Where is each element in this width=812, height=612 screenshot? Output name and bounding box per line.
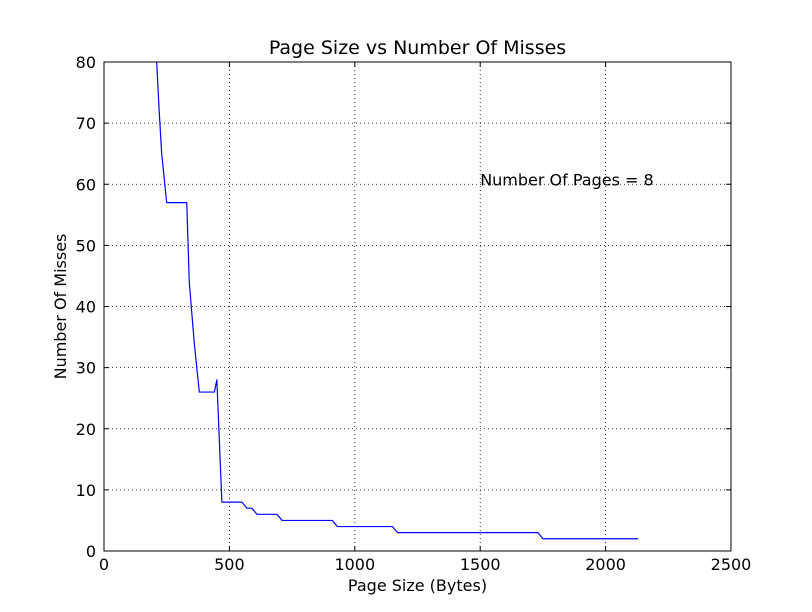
y-tick-label: 30 (76, 359, 96, 378)
series-line (156, 61, 639, 540)
ticks (103, 61, 732, 552)
y-tick-label: 50 (76, 236, 96, 255)
y-tick-label: 20 (76, 420, 96, 439)
y-tick-label: 60 (76, 175, 96, 194)
x-tick-label: 2000 (585, 555, 626, 574)
x-tick-label: 1000 (334, 555, 375, 574)
y-tick-label: 40 (76, 298, 96, 317)
chart-title: Page Size vs Number Of Misses (269, 37, 566, 59)
x-tick-label: 0 (99, 555, 109, 574)
y-tick-label: 70 (76, 114, 96, 133)
x-tick-label: 500 (214, 555, 245, 574)
annotation-text: Number Of Pages = 8 (480, 170, 654, 189)
y-tick-label: 80 (76, 53, 96, 72)
tick-labels: 0 500 1000 1500 2000 2500 0 10 20 30 40 50 60 70 80 (76, 53, 752, 574)
y-tick-label: 0 (86, 542, 96, 561)
x-tick-label: 1500 (460, 555, 501, 574)
y-axis-label: Number Of Misses (51, 234, 70, 380)
series-layer (156, 61, 639, 540)
x-tick-label: 2500 (711, 555, 752, 574)
x-axis-label: Page Size (Bytes) (348, 576, 487, 595)
y-tick-label: 10 (76, 481, 96, 500)
grid (104, 62, 731, 551)
